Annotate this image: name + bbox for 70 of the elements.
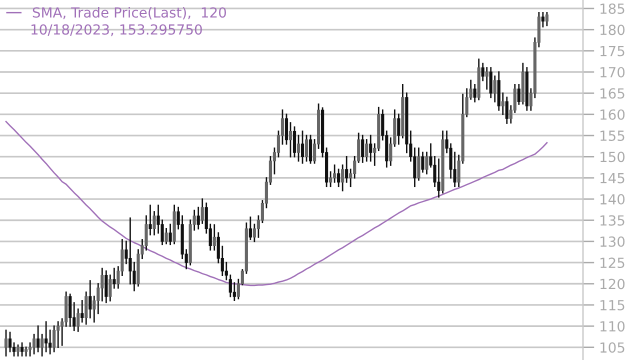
y-tick-label: 165: [600, 88, 624, 99]
candlestick: [148, 204, 152, 236]
candlestick: [32, 334, 36, 354]
candlestick: [421, 152, 424, 173]
y-tick-label: 175: [600, 46, 624, 56]
candlestick: [489, 67, 492, 98]
candlestick: [44, 321, 48, 352]
candlestick: [248, 216, 252, 240]
candlestick: [112, 268, 116, 289]
candlestick: [541, 12, 544, 28]
y-tick-label: 140: [600, 194, 625, 205]
candlestick: [104, 270, 108, 304]
candlestick: [485, 67, 488, 90]
candlestick: [517, 84, 520, 105]
y-tick-label: 160: [600, 109, 625, 120]
candlestick: [28, 342, 32, 356]
candlestick: [228, 274, 232, 298]
candlestick: [288, 122, 292, 158]
candlestick: [164, 228, 168, 244]
y-tick-label: 105: [600, 342, 624, 353]
candlestick: [232, 282, 236, 301]
legend-label: SMA, Trade Price(Last), 120: [32, 6, 226, 20]
candlestick: [68, 294, 72, 327]
candlestick: [505, 96, 508, 124]
candlestick: [397, 114, 400, 145]
candlestick: [437, 158, 440, 198]
candlestick: [345, 156, 348, 183]
y-tick-label: 180: [600, 24, 625, 36]
y-tick-label: 170: [600, 66, 625, 78]
candlestick: [40, 334, 44, 356]
candlestick: [36, 325, 40, 352]
y-tick-label: 150: [600, 152, 625, 162]
candlestick: [337, 168, 340, 188]
y-tick-label: 145: [600, 173, 624, 184]
candlestick: [292, 126, 296, 158]
y-tick-label: 110: [600, 321, 625, 332]
candlestick: [308, 134, 312, 164]
candlestick: [417, 148, 420, 181]
candlestick: [88, 280, 92, 318]
candlestick: [16, 344, 20, 356]
candlestick: [56, 321, 60, 348]
candlestick: [300, 130, 304, 164]
candlestick: [493, 76, 496, 102]
candlestick: [365, 139, 368, 162]
candlestick: [20, 342, 24, 356]
candlestick: [333, 164, 336, 183]
candlestick: [369, 134, 372, 162]
y-tick-label: 185: [600, 3, 624, 14]
y-tick-label: 125: [600, 258, 624, 268]
candlestick: [284, 114, 288, 145]
annotation: 10/18/2023, 153.295750: [32, 24, 202, 36]
y-tick-label: 155: [600, 130, 624, 142]
candlestick: [52, 325, 56, 352]
candlestick: [304, 134, 308, 162]
candlestick: [473, 84, 476, 102]
y-tick-label: 115: [600, 300, 624, 310]
candlestick: [108, 274, 112, 302]
candlestick: [361, 134, 364, 163]
y-tick-label: 120: [600, 278, 625, 290]
y-tick-label: 135: [600, 215, 624, 226]
candlestick: [341, 164, 344, 192]
candlestick: [12, 342, 16, 356]
candlestick: [168, 224, 172, 246]
candlestick: [80, 300, 84, 323]
candlestick: [545, 12, 548, 26]
candlestick: [84, 292, 88, 325]
candlestick: [8, 332, 12, 352]
y-tick-label: 130: [600, 236, 625, 247]
candlestick: [296, 134, 300, 162]
candlestick: [4, 330, 8, 356]
